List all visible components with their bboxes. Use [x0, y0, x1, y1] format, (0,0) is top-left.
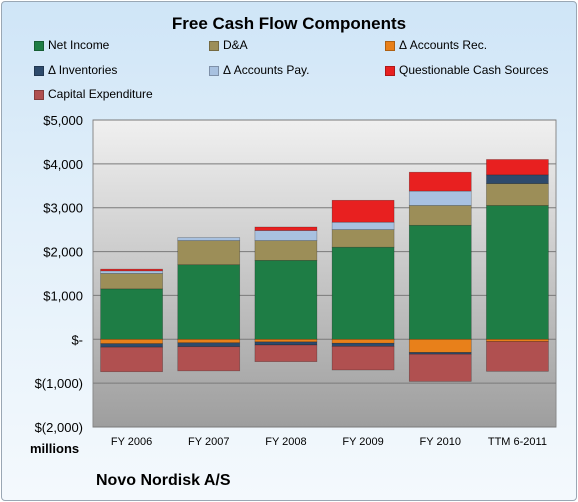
y-tick-label: $2,000	[43, 245, 83, 260]
legend-swatch	[209, 40, 219, 51]
bars-layer	[100, 159, 549, 382]
legend-item-delta-inventories: Δ Inventories	[34, 63, 117, 77]
bar-delta-inventories-fy-2006	[100, 343, 163, 348]
legend-label: Questionable Cash Sources	[399, 63, 549, 77]
bar-delta-accounts-rec-fy-2007	[177, 338, 241, 344]
legend-swatch	[34, 40, 44, 51]
y-axis: $(2,000) $(1,000) $- $1,000 $2,000 $3,000 $4,0…	[35, 113, 83, 435]
y-tick-label: $(1,000)	[35, 376, 83, 391]
bar-capital-expenditure-ttm-6-2011	[486, 341, 549, 372]
bar-net-income-fy-2007	[177, 264, 241, 340]
bar-capital-expenditure-fy-2010	[408, 353, 472, 382]
bar-capital-expenditure-fy-2008	[254, 344, 318, 362]
bar-net-income-fy-2010	[408, 224, 472, 340]
legend-label: D&A	[223, 38, 248, 52]
bar-danda-fy-2010	[408, 205, 472, 226]
bar-danda-fy-2009	[331, 229, 395, 248]
bar-questionable-cash-sources-fy-2009	[331, 199, 395, 223]
bar-delta-accounts-rec-fy-2010	[408, 338, 472, 353]
x-tick-label: FY 2009	[342, 436, 383, 448]
bar-delta-inventories-fy-2008	[254, 341, 318, 346]
x-tick-label: FY 2010	[420, 436, 461, 448]
bar-capital-expenditure-fy-2007	[177, 346, 241, 372]
bar-net-income-ttm-6-2011	[486, 205, 549, 340]
legend-item-questionable-cash-sources: Questionable Cash Sources	[385, 63, 548, 77]
bar-net-income-fy-2008	[254, 260, 318, 340]
bar-net-income-fy-2009	[331, 246, 395, 340]
bar-capital-expenditure-fy-2006	[100, 346, 163, 373]
bar-net-income-fy-2006	[100, 288, 163, 340]
legend-label: Capital Expenditure	[48, 87, 153, 101]
legend-label: Net Income	[48, 38, 110, 52]
unit-label: millions	[30, 441, 80, 456]
legend-item-delta-accounts-rec: Δ Accounts Rec.	[385, 38, 487, 52]
legend-item-danda: D&A	[209, 38, 248, 52]
bar-delta-inventories-ttm-6-2011	[486, 174, 549, 184]
legend-swatch	[385, 65, 395, 76]
bar-danda-fy-2007	[177, 240, 241, 266]
gridlines	[93, 119, 556, 428]
y-tick-label: $1,000	[43, 288, 83, 303]
bar-delta-accounts-pay-fy-2006	[100, 270, 163, 274]
x-tick-label: FY 2008	[265, 436, 306, 448]
bar-capital-expenditure-fy-2009	[331, 346, 395, 371]
legend-swatch	[34, 89, 44, 100]
bar-delta-accounts-pay-fy-2009	[331, 221, 395, 230]
legend-swatch	[34, 65, 44, 76]
bar-delta-accounts-rec-ttm-6-2011	[486, 338, 549, 342]
bar-questionable-cash-sources-fy-2006	[100, 268, 163, 272]
bar-delta-accounts-pay-fy-2007	[177, 237, 241, 241]
legend-swatch	[385, 40, 395, 51]
chart-title: Free Cash Flow Components	[171, 14, 407, 33]
bar-delta-inventories-fy-2007	[177, 342, 241, 348]
legend-label: Δ Inventories	[48, 63, 118, 77]
x-tick-label: TTM 6-2011	[488, 436, 547, 448]
plot-area	[92, 119, 557, 428]
legend-label: Δ Accounts Rec.	[399, 38, 488, 52]
y-tick-label: $4,000	[43, 157, 83, 172]
x-tick-label: FY 2006	[111, 436, 152, 448]
bar-questionable-cash-sources-fy-2008	[254, 226, 318, 231]
bar-delta-accounts-pay-fy-2010	[408, 190, 472, 206]
x-tick-label: FY 2007	[188, 436, 229, 448]
bar-delta-accounts-rec-fy-2006	[100, 338, 163, 344]
y-tick-label: $-	[71, 332, 83, 347]
y-tick-label: $3,000	[43, 201, 83, 216]
x-axis: FY 2006 FY 2007 FY 2008 FY 2009 FY 2010 TTM 6…	[111, 436, 547, 448]
bar-danda-ttm-6-2011	[486, 183, 549, 206]
bar-danda-fy-2006	[100, 273, 163, 290]
legend-item-capital-expenditure: Capital Expenditure	[34, 87, 153, 101]
company-name: Novo Nordisk A/S	[96, 472, 231, 489]
y-tick-label: $5,000	[43, 113, 83, 128]
legend-label: Δ Accounts Pay.	[223, 63, 310, 77]
bar-danda-fy-2008	[254, 240, 318, 261]
bar-questionable-cash-sources-fy-2010	[408, 171, 472, 192]
bar-questionable-cash-sources-ttm-6-2011	[486, 159, 549, 176]
y-tick-label: $(2,000)	[35, 420, 83, 435]
legend-item-delta-accounts-pay: Δ Accounts Pay.	[209, 63, 310, 77]
bar-delta-accounts-rec-fy-2009	[331, 338, 395, 344]
bar-delta-accounts-rec-fy-2008	[254, 338, 318, 343]
bar-delta-inventories-fy-2009	[331, 342, 395, 347]
legend-swatch	[209, 65, 219, 76]
legend-item-net-income: Net Income	[34, 38, 109, 52]
bar-delta-accounts-pay-fy-2008	[254, 230, 318, 241]
